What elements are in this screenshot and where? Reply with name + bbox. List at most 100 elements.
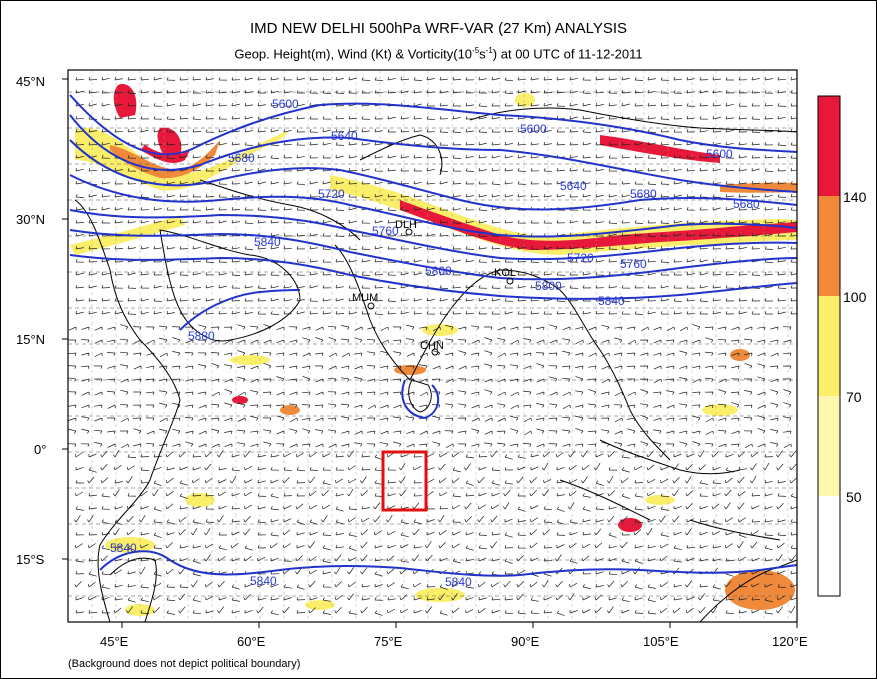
wind-barb bbox=[426, 272, 436, 276]
wind-barb bbox=[249, 404, 259, 408]
wind-barb bbox=[776, 450, 783, 458]
wind-barb bbox=[685, 490, 694, 497]
wind-barb bbox=[205, 116, 215, 120]
wind-barb bbox=[140, 310, 149, 315]
wind-barb bbox=[465, 557, 474, 562]
wind-barb bbox=[581, 464, 590, 471]
wind-barb bbox=[101, 102, 110, 107]
wind-barb bbox=[491, 129, 501, 133]
wind-barb bbox=[166, 310, 175, 315]
wind-barb bbox=[224, 339, 233, 344]
wind-barb bbox=[556, 168, 565, 172]
wind-barb bbox=[205, 77, 214, 81]
wind-barb bbox=[178, 567, 186, 575]
wind-barb bbox=[322, 610, 331, 615]
wind-barb bbox=[386, 555, 395, 562]
wind-barb bbox=[452, 504, 461, 510]
wind-barb bbox=[523, 378, 532, 383]
contour-label: 5840 bbox=[445, 575, 472, 589]
wind-barb bbox=[153, 76, 162, 81]
wind-barb bbox=[647, 141, 656, 146]
wind-barb bbox=[88, 129, 97, 133]
wind-barb bbox=[438, 530, 447, 536]
wind-barb bbox=[465, 311, 475, 315]
wind-barb bbox=[374, 193, 383, 198]
wind-barb bbox=[717, 365, 727, 369]
wind-barb bbox=[477, 608, 486, 614]
wind-barb bbox=[244, 207, 253, 211]
wind-barb bbox=[413, 258, 422, 263]
wind-barb bbox=[725, 298, 735, 302]
wind-barb bbox=[204, 477, 213, 484]
wind-barb bbox=[517, 466, 526, 471]
wind-barb bbox=[595, 193, 604, 198]
wind-barb bbox=[595, 311, 605, 315]
wind-barb bbox=[413, 245, 422, 250]
wind-barb bbox=[568, 465, 577, 471]
wind-barb bbox=[197, 339, 207, 343]
wind-barb bbox=[679, 339, 688, 344]
wind-barb bbox=[153, 219, 162, 224]
wind-barb bbox=[400, 246, 410, 250]
wind-barb bbox=[75, 232, 84, 237]
wind-barb bbox=[263, 362, 272, 369]
wind-barb bbox=[296, 597, 306, 601]
wind-barb bbox=[296, 519, 305, 525]
wind-barb bbox=[751, 492, 761, 497]
wind-barb bbox=[218, 103, 228, 107]
wind-barb bbox=[101, 493, 110, 498]
wind-barb bbox=[790, 584, 797, 588]
wind-barb bbox=[490, 515, 498, 523]
wind-barb bbox=[673, 181, 682, 185]
wind-barb bbox=[166, 207, 176, 211]
wind-barb bbox=[699, 557, 708, 562]
wind-barb bbox=[360, 529, 369, 536]
wind-barb bbox=[333, 567, 341, 575]
wind-barb bbox=[764, 610, 773, 615]
contour-label: 5800 bbox=[535, 279, 562, 293]
wind-barb bbox=[777, 77, 787, 81]
wind-barb bbox=[542, 451, 551, 458]
wind-barb bbox=[593, 462, 601, 471]
wind-barb bbox=[712, 597, 721, 602]
wind-barb bbox=[503, 489, 511, 497]
wind-barb bbox=[387, 544, 396, 549]
wind-barb bbox=[569, 519, 578, 524]
wind-barb bbox=[243, 450, 251, 458]
wind-barb bbox=[490, 450, 498, 458]
wind-barb bbox=[562, 391, 571, 396]
wind-barb bbox=[374, 571, 383, 577]
wind-barb bbox=[380, 404, 389, 409]
wind-barb bbox=[275, 365, 285, 369]
wind-barb bbox=[543, 194, 552, 198]
wind-barb bbox=[120, 430, 129, 434]
wind-barb bbox=[400, 298, 409, 302]
wind-barb bbox=[75, 466, 84, 471]
wind-barb bbox=[283, 298, 292, 302]
wind-barb bbox=[738, 610, 747, 614]
wind-barb bbox=[608, 220, 618, 224]
wind-barb bbox=[725, 167, 735, 172]
wind-barb bbox=[426, 584, 436, 588]
wind-barb bbox=[782, 378, 792, 382]
wind-barb bbox=[751, 206, 760, 211]
wind-barb bbox=[484, 417, 493, 422]
wind-barb bbox=[764, 298, 773, 302]
wind-barb bbox=[607, 451, 615, 458]
plot-border bbox=[67, 69, 798, 623]
wind-barb bbox=[725, 141, 734, 146]
wind-barb bbox=[270, 284, 279, 289]
wind-barb bbox=[504, 518, 513, 523]
wind-barb bbox=[230, 542, 239, 549]
wind-barb bbox=[692, 415, 701, 421]
wind-barb bbox=[380, 417, 389, 422]
wind-barb bbox=[94, 442, 103, 447]
wind-barb bbox=[783, 339, 792, 344]
wind-barb bbox=[764, 207, 773, 211]
wind-barb bbox=[665, 443, 675, 447]
wind-barb bbox=[296, 207, 306, 211]
station-dot-chn bbox=[431, 348, 439, 356]
wind-barb bbox=[653, 429, 662, 434]
wind-barb bbox=[750, 463, 757, 471]
